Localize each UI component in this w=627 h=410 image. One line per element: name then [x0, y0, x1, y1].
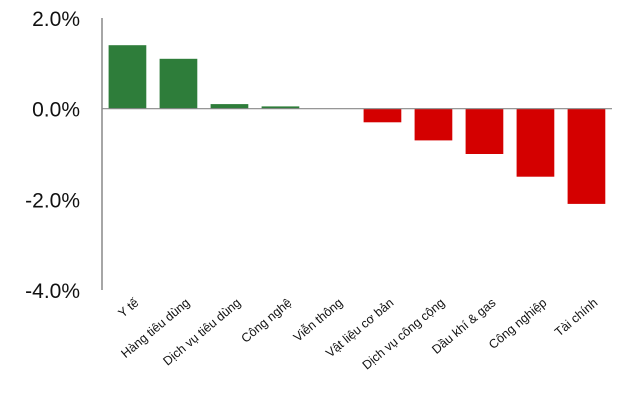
y-axis-ticks: 2.0% 0.0% -2.0% -4.0% [25, 8, 80, 303]
category-label: Tài chính [552, 296, 600, 340]
bar [465, 108, 504, 154]
bar [108, 45, 147, 109]
bar [567, 108, 606, 204]
bars [108, 45, 606, 204]
bar [516, 108, 555, 177]
y-tick-label: -4.0% [25, 280, 80, 303]
y-tick-label: -2.0% [25, 189, 80, 212]
bar [261, 106, 300, 109]
bar [363, 108, 402, 123]
bar [210, 104, 249, 109]
bar [414, 108, 453, 141]
bar [159, 58, 198, 109]
y-tick-label: 0.0% [32, 99, 80, 122]
category-label: Công nghệ [239, 296, 295, 346]
category-label: Y tế [116, 296, 142, 321]
y-tick-label: 2.0% [32, 8, 80, 31]
